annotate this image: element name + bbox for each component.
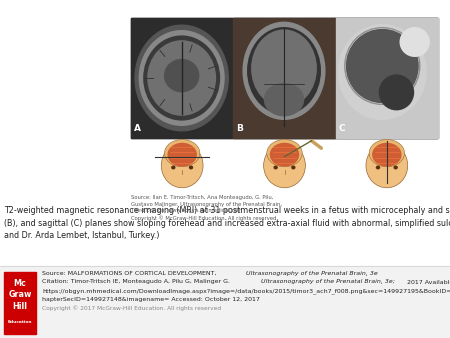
Bar: [4, 272, 36, 334]
Ellipse shape: [264, 83, 304, 116]
Bar: [131, 18, 438, 138]
Text: Graw: Graw: [8, 290, 32, 299]
Text: Hill: Hill: [13, 302, 27, 311]
Bar: [336, 18, 437, 138]
Text: Copyright © 2017 McGraw-Hill Education. All rights reserved: Copyright © 2017 McGraw-Hill Education. …: [42, 305, 221, 311]
Ellipse shape: [379, 74, 414, 111]
Ellipse shape: [247, 27, 321, 115]
Bar: [0, 266, 450, 338]
Ellipse shape: [270, 143, 299, 167]
Text: Education: Education: [8, 320, 32, 323]
Ellipse shape: [267, 140, 302, 167]
Ellipse shape: [346, 29, 419, 103]
Bar: [234, 18, 335, 138]
Ellipse shape: [165, 140, 200, 167]
Ellipse shape: [264, 143, 306, 188]
Text: B: B: [236, 124, 243, 133]
Text: Source: MALFORMATIONS OF CORTICAL DEVELOPMENT,: Source: MALFORMATIONS OF CORTICAL DEVELO…: [42, 271, 219, 276]
Ellipse shape: [338, 24, 427, 120]
Ellipse shape: [171, 166, 176, 169]
Ellipse shape: [251, 29, 317, 107]
Ellipse shape: [274, 166, 278, 169]
Ellipse shape: [400, 27, 430, 57]
Ellipse shape: [189, 166, 193, 169]
Bar: [234, 18, 335, 138]
Text: Ultrasonography of the Prenatal Brain, 3e: Ultrasonography of the Prenatal Brain, 3…: [246, 271, 378, 276]
Text: A: A: [134, 124, 141, 133]
Ellipse shape: [393, 166, 398, 169]
Text: Ultrasonography of the Prenatal Brain, 3e;: Ultrasonography of the Prenatal Brain, 3…: [261, 280, 395, 285]
Ellipse shape: [366, 143, 408, 188]
Text: https://obgyn.mhmedical.com/DownloadImage.aspx?image=/data/books/2015/timor3_ach: https://obgyn.mhmedical.com/DownloadImag…: [42, 288, 450, 294]
Text: hapterSecID=149927148&imagename= Accessed: October 12, 2017: hapterSecID=149927148&imagename= Accesse…: [42, 296, 260, 301]
Text: Mc: Mc: [14, 279, 27, 288]
Ellipse shape: [139, 30, 225, 126]
Text: Citation: Timor-Tritsch IE, Monteagudo A, Pilu G, Malinger G.: Citation: Timor-Tritsch IE, Monteagudo A…: [42, 280, 232, 285]
Bar: [131, 18, 232, 138]
Ellipse shape: [369, 140, 405, 167]
Text: Source: Ilan E. Timor-Tritsch, Ana Monteagudo, G. Pilu,
Gustavo Malinger. Ultras: Source: Ilan E. Timor-Tritsch, Ana Monte…: [131, 195, 282, 221]
Ellipse shape: [147, 40, 216, 116]
Text: C: C: [339, 124, 345, 133]
Ellipse shape: [372, 143, 401, 167]
Ellipse shape: [243, 22, 325, 120]
Text: T2-weighted magnetic resonance imaging (MRI) at 31 postmenstrual weeks in a fetu: T2-weighted magnetic resonance imaging (…: [4, 206, 450, 240]
Ellipse shape: [135, 25, 228, 131]
Ellipse shape: [161, 143, 203, 188]
Text: 2017 Available at:: 2017 Available at:: [405, 280, 450, 285]
Ellipse shape: [143, 35, 220, 121]
Bar: [336, 18, 438, 138]
Ellipse shape: [167, 143, 197, 167]
Ellipse shape: [291, 166, 296, 169]
Ellipse shape: [164, 59, 199, 92]
Ellipse shape: [376, 166, 380, 169]
